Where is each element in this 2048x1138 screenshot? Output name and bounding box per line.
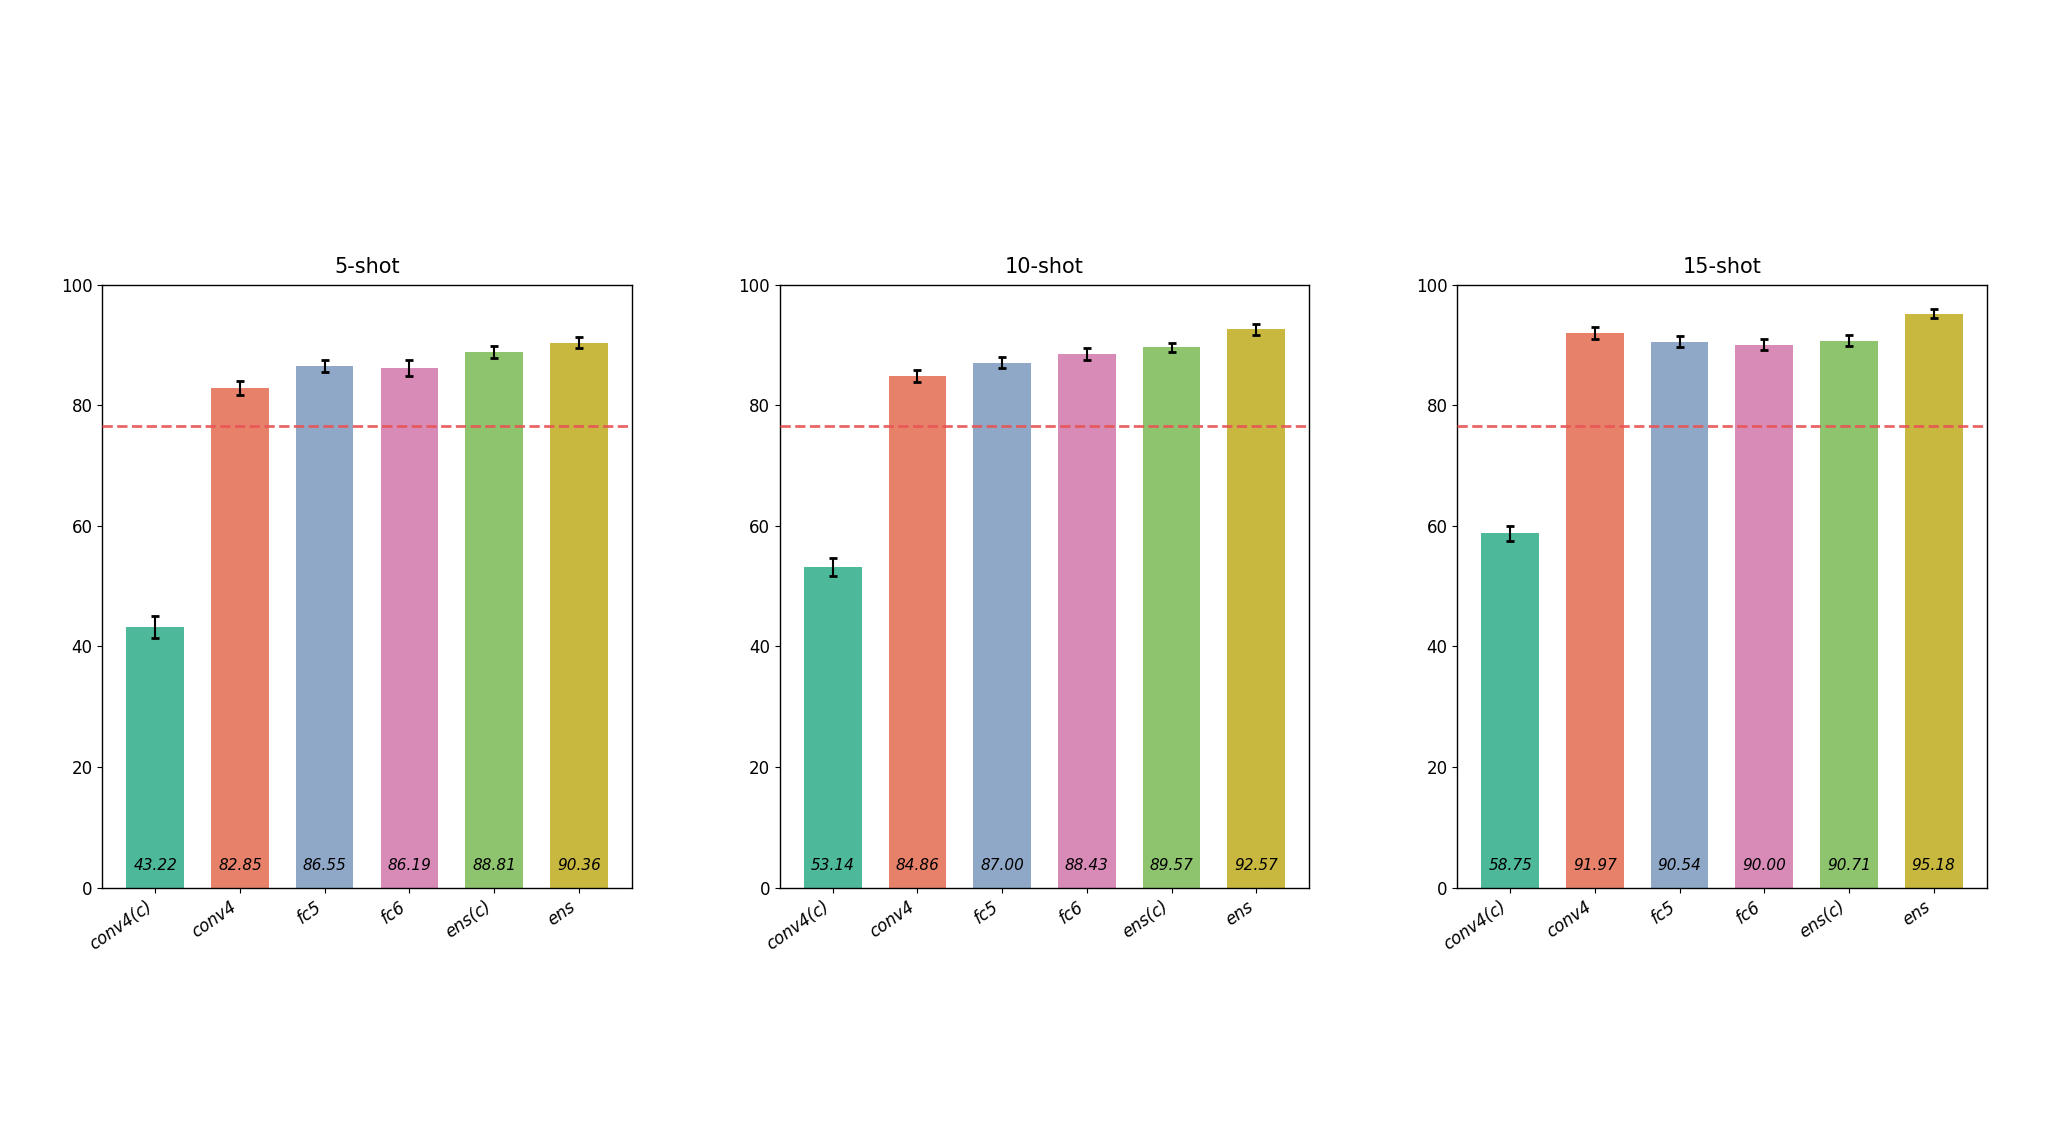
Bar (1735, 345, 1794, 888)
Text: 90.71: 90.71 (1827, 858, 1872, 873)
Bar (295, 365, 354, 888)
Bar (381, 368, 438, 888)
Text: 87.00: 87.00 (981, 858, 1024, 873)
Text: 53.14: 53.14 (811, 858, 854, 873)
Text: 91.97: 91.97 (1573, 858, 1616, 873)
Text: 90.54: 90.54 (1657, 858, 1702, 873)
Title: 10-shot: 10-shot (1006, 257, 1083, 278)
Text: 95.18: 95.18 (1911, 858, 1956, 873)
Text: 92.57: 92.57 (1235, 858, 1278, 873)
Bar (465, 352, 522, 888)
Title: 5-shot: 5-shot (334, 257, 399, 278)
Text: 84.86: 84.86 (895, 858, 940, 873)
Bar (211, 388, 268, 888)
Text: 43.22: 43.22 (133, 858, 178, 873)
Text: 90.00: 90.00 (1743, 858, 1786, 873)
Text: 82.85: 82.85 (217, 858, 262, 873)
Text: 86.55: 86.55 (303, 858, 346, 873)
Bar (1481, 534, 1538, 888)
Text: 88.81: 88.81 (473, 858, 516, 873)
Bar (1651, 341, 1708, 888)
Bar (805, 567, 862, 888)
Text: 90.36: 90.36 (557, 858, 600, 873)
Text: 88.43: 88.43 (1065, 858, 1108, 873)
Bar (1059, 354, 1116, 888)
Bar (889, 376, 946, 888)
Bar (1143, 347, 1200, 888)
Bar (1567, 333, 1624, 888)
Bar (551, 343, 608, 888)
Text: 89.57: 89.57 (1149, 858, 1194, 873)
Bar (1227, 329, 1284, 888)
Bar (1821, 340, 1878, 888)
Text: 86.19: 86.19 (387, 858, 432, 873)
Bar (127, 627, 184, 888)
Text: 58.75: 58.75 (1489, 858, 1532, 873)
Bar (1905, 314, 1962, 888)
Bar (973, 363, 1030, 888)
Title: 15-shot: 15-shot (1683, 257, 1761, 278)
